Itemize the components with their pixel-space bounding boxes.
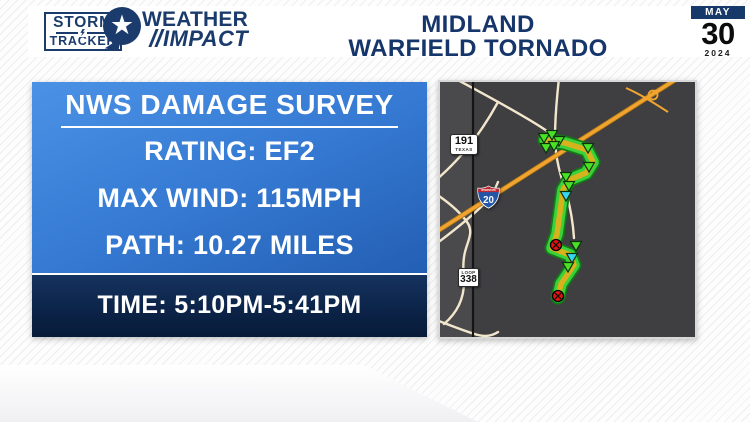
map-svg — [440, 82, 695, 337]
tornado-track-map: 191 TEXAS INTERSTATE 20 LOOP 338 — [438, 80, 697, 339]
survey-row-path-length: PATH: 10.27 MILES — [105, 230, 354, 260]
logo-divider — [56, 28, 110, 37]
channel-nine-logo: ★ — [103, 7, 141, 45]
header-band: STORM TRACKER ★ WEATHER IMPACT MIDLAND W… — [28, 6, 750, 61]
svg-text:20: 20 — [483, 195, 494, 206]
local-road — [440, 195, 472, 326]
date-badge: MAY 30 2024 — [691, 6, 745, 58]
frontage-road — [625, 87, 669, 113]
local-road — [553, 82, 576, 240]
survey-row-max-wind: MAX WIND: 115MPH — [97, 183, 362, 213]
survey-time-bar: TIME: 5:10PM-5:41PM — [32, 273, 427, 337]
date-year: 2024 — [704, 48, 732, 58]
page-title: MIDLAND WARFIELD TORNADO — [308, 13, 648, 61]
survey-point-cross — [552, 241, 560, 249]
lightning-bolt-icon — [78, 28, 87, 37]
damage-survey-marker — [581, 142, 595, 155]
title-line-1: MIDLAND — [421, 11, 535, 38]
ramp-loop — [647, 89, 659, 101]
interstate-highway — [440, 82, 675, 232]
date-month: MAY — [691, 6, 745, 19]
loop-338-shield: LOOP 338 — [458, 268, 479, 287]
damage-survey-marker — [559, 190, 573, 203]
weather-impact-brand: WEATHER IMPACT — [142, 8, 292, 53]
background-sheen — [0, 365, 478, 422]
date-day: 30 — [701, 16, 735, 51]
damage-survey-marker — [537, 132, 551, 145]
damage-survey-marker — [561, 261, 575, 274]
star-icon: ★ — [109, 10, 135, 40]
damage-survey-marker — [547, 140, 561, 153]
interstate-shield-icon: INTERSTATE 20 — [477, 185, 500, 209]
local-road — [440, 320, 500, 337]
damage-survey-marker — [545, 129, 559, 142]
damage-survey-marker — [559, 171, 573, 184]
survey-rows: RATING: EF2 MAX WIND: 115MPH PATH: 10.27… — [32, 128, 427, 269]
survey-row-rating: RATING: EF2 — [144, 136, 315, 166]
damage-survey-marker — [539, 142, 553, 155]
interstate-20-shield: INTERSTATE 20 — [477, 185, 500, 209]
brand-weather: WEATHER — [142, 8, 249, 31]
survey-heading: NWS DAMAGE SURVEY — [61, 89, 398, 128]
damage-survey-marker — [565, 252, 579, 265]
survey-point-cross — [554, 292, 562, 300]
slash-icon — [148, 29, 165, 47]
damage-survey-marker — [562, 180, 576, 193]
brand-impact: IMPACT — [163, 26, 249, 51]
damage-survey-panel: NWS DAMAGE SURVEY RATING: EF2 MAX WIND: … — [32, 82, 427, 337]
svg-text:INTERSTATE: INTERSTATE — [481, 189, 496, 192]
storm-tracker-line2: TRACKER — [49, 34, 117, 48]
title-line-2: WARFIELD TORNADO — [348, 35, 608, 62]
damage-survey-marker — [582, 161, 596, 174]
storm-tracker-line1: STORM — [53, 14, 113, 31]
highway-shield-191: 191 TEXAS — [450, 134, 478, 155]
damage-survey-marker — [569, 240, 583, 253]
